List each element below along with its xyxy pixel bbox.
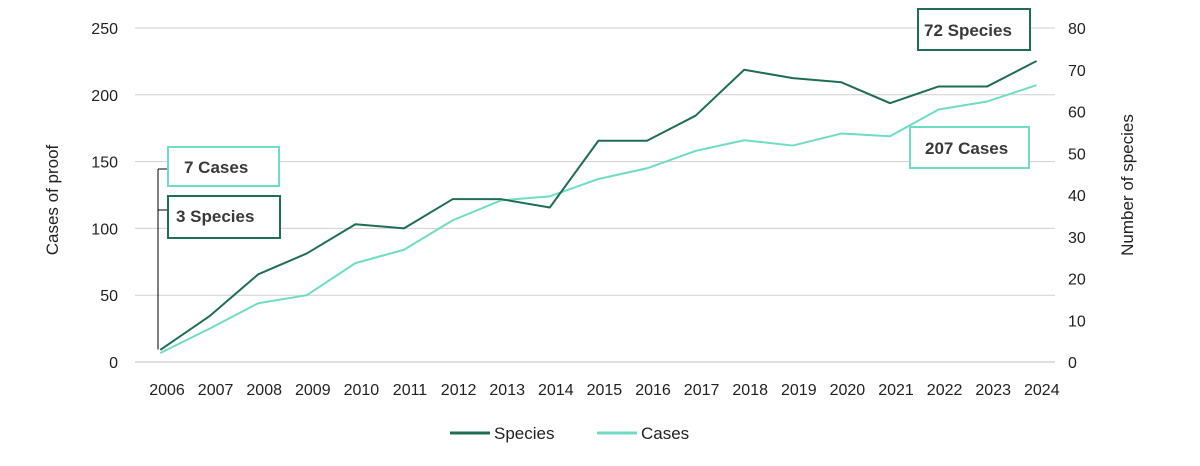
left-tick-label: 0: [109, 355, 118, 372]
x-tick-label: 2017: [684, 382, 720, 399]
annotation-3-species-label: 3 Species: [176, 207, 254, 226]
left-tick-label: 250: [91, 21, 118, 38]
right-tick-label: 0: [1068, 355, 1077, 372]
annotation-72-species-label: 72 Species: [924, 21, 1012, 40]
series-line-cases: [160, 84, 1037, 354]
right-axis-ticks: 0 10 20 30 40 50 60 70 80: [1068, 21, 1086, 372]
legend-cases-label: Cases: [641, 424, 689, 443]
annotation-72-species: 72 Species: [917, 8, 1031, 51]
annotation-leader-lines: [157, 168, 168, 350]
x-tick-label: 2011: [393, 382, 428, 399]
x-tick-label: 2008: [246, 382, 282, 399]
annotation-7-cases: 7 Cases: [167, 146, 280, 187]
left-tick-label: 100: [91, 221, 118, 238]
annotation-3-species: 3 Species: [167, 195, 281, 239]
x-tick-label: 2007: [198, 382, 234, 399]
left-tick-label: 200: [91, 88, 118, 105]
left-axis-ticks: 0 50 100 150 200 250: [91, 21, 118, 372]
x-tick-label: 2010: [344, 382, 380, 399]
x-tick-label: 2021: [878, 382, 914, 399]
left-tick-label: 50: [100, 288, 118, 305]
x-tick-label: 2014: [538, 382, 574, 399]
left-axis-title: Cases of proof: [43, 144, 62, 255]
right-axis-title: Number of species: [1118, 114, 1137, 256]
legend-species-label: Species: [494, 424, 554, 443]
legend: Species Cases: [450, 424, 689, 443]
x-tick-label: 2024: [1024, 382, 1060, 399]
annotation-207-cases: 207 Cases: [909, 126, 1030, 169]
right-tick-label: 80: [1068, 21, 1086, 38]
series-lines: [160, 60, 1037, 354]
annotation-7-cases-label: 7 Cases: [184, 158, 248, 177]
x-tick-label: 2019: [781, 382, 817, 399]
series-line-species: [160, 60, 1037, 351]
x-tick-label: 2020: [830, 382, 866, 399]
right-tick-label: 30: [1068, 230, 1086, 247]
right-tick-label: 70: [1068, 63, 1086, 80]
x-tick-label: 2018: [732, 382, 768, 399]
annotation-207-cases-label: 207 Cases: [925, 139, 1008, 158]
x-tick-label: 2023: [975, 382, 1011, 399]
x-tick-label: 2009: [295, 382, 331, 399]
x-tick-label: 2015: [587, 382, 623, 399]
x-tick-label: 2006: [149, 382, 185, 399]
right-tick-label: 50: [1068, 146, 1086, 163]
right-tick-label: 20: [1068, 272, 1086, 289]
right-tick-label: 10: [1068, 313, 1086, 330]
right-tick-label: 60: [1068, 105, 1086, 122]
x-tick-label: 2012: [441, 382, 477, 399]
left-tick-label: 150: [91, 155, 118, 172]
grid-lines: [135, 27, 1055, 363]
x-tick-label: 2013: [489, 382, 525, 399]
right-tick-label: 40: [1068, 188, 1086, 205]
x-tick-label: 2022: [927, 382, 963, 399]
x-tick-label: 2016: [635, 382, 671, 399]
x-axis-ticks: 2006 2007 2008 2009 2010 2011 2012 2013 2014 2015…: [149, 382, 1059, 399]
